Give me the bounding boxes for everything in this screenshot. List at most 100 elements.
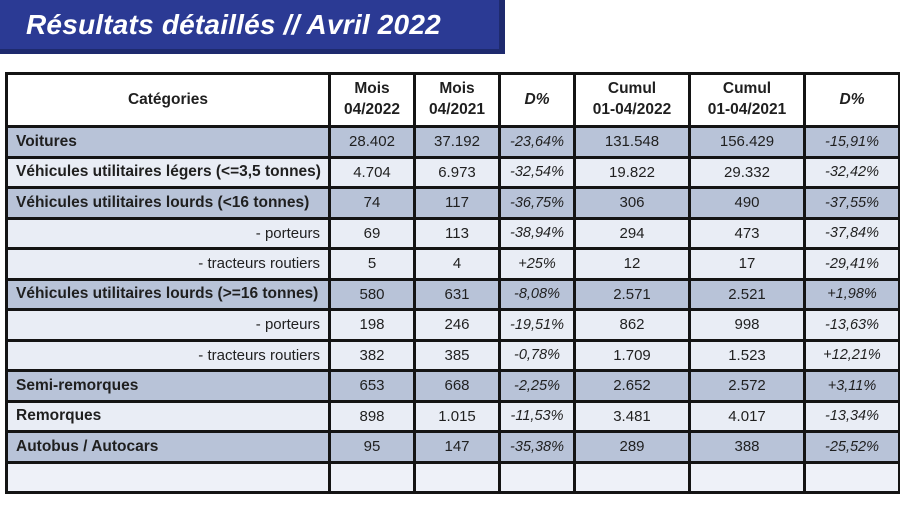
value-cell: 29.332 [688,155,806,189]
value-cell: 668 [413,369,501,403]
percent-cell: -35,38% [498,430,576,464]
percent-cell: -29,41% [803,247,900,281]
category-cell: Autobus / Autocars [5,430,331,464]
percent-cell: -25,52% [803,430,900,464]
value-cell: 156.429 [688,125,806,159]
value-cell: 19.822 [573,155,691,189]
value-cell: 1.523 [688,338,806,372]
table-row: - porteurs 198 246 -19,51% 862 998 -13,63% [5,308,900,342]
value-cell: 4 [413,247,501,281]
value-cell: 490 [688,186,806,220]
percent-cell: -37,55% [803,186,900,220]
empty-cell [803,460,900,494]
value-cell: 388 [688,430,806,464]
table-body: Voitures 28.402 37.192 -23,64% 131.548 156.42… [5,125,900,494]
header-cell-3: D% [498,72,576,128]
value-cell: 862 [573,308,691,342]
percent-cell: +3,11% [803,369,900,403]
value-cell: 1.015 [413,399,501,433]
value-cell: 580 [328,277,416,311]
value-cell: 37.192 [413,125,501,159]
value-cell: 6.973 [413,155,501,189]
table-row: Véhicules utilitaires lourds (<16 tonnes… [5,186,900,220]
partial-row [5,460,900,494]
value-cell: 898 [328,399,416,433]
value-cell: 385 [413,338,501,372]
value-cell: 28.402 [328,125,416,159]
table-row: Voitures 28.402 37.192 -23,64% 131.548 156.42… [5,125,900,159]
page-title: Résultats détaillés // Avril 2022 [26,8,441,40]
value-cell: 289 [573,430,691,464]
value-cell: 117 [413,186,501,220]
value-cell: 131.548 [573,125,691,159]
value-cell: 74 [328,186,416,220]
value-cell: 473 [688,216,806,250]
header-cell-2: Mois 04/2021 [413,72,501,128]
header-cell-4: Cumul 01-04/2022 [573,72,691,128]
percent-cell: +25% [498,247,576,281]
category-cell: Véhicules utilitaires lourds (>=16 tonne… [5,277,331,311]
percent-cell: -0,78% [498,338,576,372]
header-cell-5: Cumul 01-04/2021 [688,72,806,128]
table-row: - porteurs 69 113 -38,94% 294 473 -37,84% [5,216,900,250]
value-cell: 2.571 [573,277,691,311]
percent-cell: -13,34% [803,399,900,433]
percent-cell: -38,94% [498,216,576,250]
category-cell: - tracteurs routiers [5,338,331,372]
percent-cell: -13,63% [803,308,900,342]
title-banner: Résultats détaillés // Avril 2022 [0,0,505,54]
value-cell: 198 [328,308,416,342]
value-cell: 653 [328,369,416,403]
value-cell: 2.521 [688,277,806,311]
value-cell: 3.481 [573,399,691,433]
value-cell: 69 [328,216,416,250]
category-cell: - tracteurs routiers [5,247,331,281]
empty-cell [328,460,416,494]
table-row: - tracteurs routiers 5 4 +25% 12 17 -29,41% [5,247,900,281]
value-cell: 4.017 [688,399,806,433]
table-header-row: Catégories Mois 04/2022 Mois 04/2021 D% Cumul 0… [5,72,900,128]
value-cell: 382 [328,338,416,372]
percent-cell: -8,08% [498,277,576,311]
value-cell: 17 [688,247,806,281]
percent-cell: -19,51% [498,308,576,342]
empty-cell [688,460,806,494]
percent-cell: +1,98% [803,277,900,311]
percent-cell: -11,53% [498,399,576,433]
percent-cell: -36,75% [498,186,576,220]
percent-cell: -32,54% [498,155,576,189]
value-cell: 246 [413,308,501,342]
value-cell: 4.704 [328,155,416,189]
empty-cell [5,460,331,494]
header-cell-0: Catégories [5,72,331,128]
header-cell-6: D% [803,72,900,128]
header-cell-1: Mois 04/2022 [328,72,416,128]
table-row: Remorques 898 1.015 -11,53% 3.481 4.017 -13,34… [5,399,900,433]
category-cell: Véhicules utilitaires lourds (<16 tonnes… [5,186,331,220]
value-cell: 294 [573,216,691,250]
table-row: - tracteurs routiers 382 385 -0,78% 1.709 1.5… [5,338,900,372]
empty-cell [413,460,501,494]
percent-cell: -37,84% [803,216,900,250]
table-row: Véhicules utilitaires lourds (>=16 tonne… [5,277,900,311]
value-cell: 2.652 [573,369,691,403]
value-cell: 306 [573,186,691,220]
category-cell: - porteurs [5,216,331,250]
category-cell: Semi-remorques [5,369,331,403]
value-cell: 113 [413,216,501,250]
empty-cell [573,460,691,494]
value-cell: 631 [413,277,501,311]
table-row: Véhicules utilitaires légers (<=3,5 tonn… [5,155,900,189]
table-row: Autobus / Autocars 95 147 -35,38% 289 388 -25,… [5,430,900,464]
percent-cell: -15,91% [803,125,900,159]
category-cell: Voitures [5,125,331,159]
category-cell: Remorques [5,399,331,433]
percent-cell: -2,25% [498,369,576,403]
percent-cell: -23,64% [498,125,576,159]
percent-cell: -32,42% [803,155,900,189]
category-cell: Véhicules utilitaires légers (<=3,5 tonn… [5,155,331,189]
category-cell: - porteurs [5,308,331,342]
value-cell: 147 [413,430,501,464]
value-cell: 95 [328,430,416,464]
table-row: Semi-remorques 653 668 -2,25% 2.652 2.572 +3,1… [5,369,900,403]
